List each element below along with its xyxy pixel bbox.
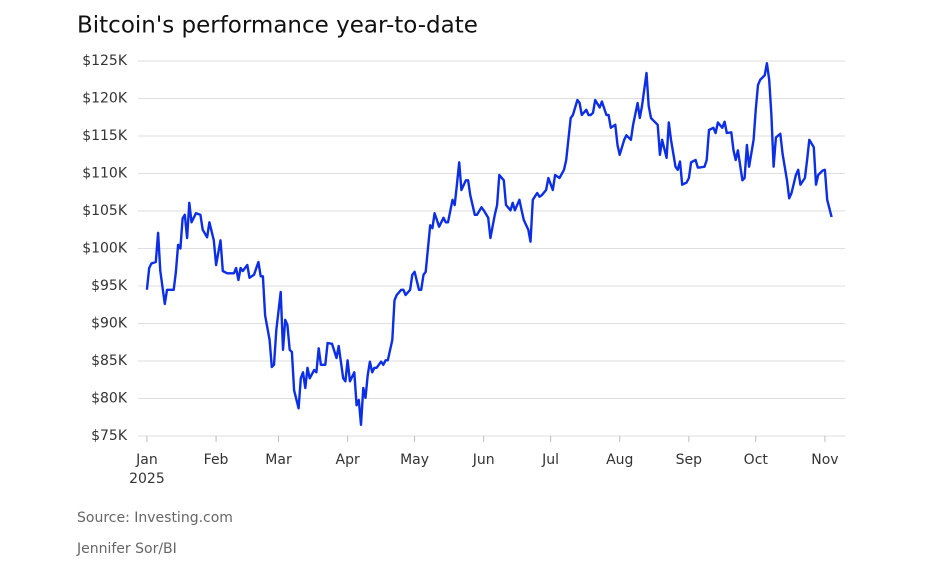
price-line (145, 62, 833, 426)
x-tick-label: Mar (265, 452, 292, 468)
x-tick-label: Sep (676, 452, 703, 468)
x-tick-label: May (400, 452, 429, 468)
chart-title: Bitcoin's performance year-to-date (77, 13, 478, 39)
y-tick-label: $100K (82, 241, 128, 257)
x-tick-label: Jan (135, 452, 158, 468)
source: Source: Investing.com (77, 510, 233, 526)
y-tick-label: $80K (91, 391, 128, 407)
y-tick-label: $120K (82, 91, 128, 107)
x-tick-label: Apr (336, 452, 360, 468)
x-tick-label: Oct (744, 452, 769, 468)
y-tick-label: $85K (91, 353, 128, 369)
x-tick-label: Feb (204, 452, 229, 468)
x-tick-label: Aug (606, 452, 633, 468)
y-tick-label: $90K (91, 316, 128, 332)
y-tick-label: $115K (82, 128, 128, 144)
y-tick-label: $95K (91, 278, 128, 294)
x-tick-label: Nov (811, 452, 838, 468)
y-tick-label: $75K (91, 428, 128, 444)
y-tick-label: $105K (82, 203, 128, 219)
credit: Jennifer Sor/BI (76, 541, 177, 557)
x-tick-label: Jul (541, 452, 559, 468)
y-tick-label: $125K (82, 53, 128, 69)
x-tick-label: Jun (472, 452, 495, 468)
y-tick-label: $110K (82, 166, 128, 182)
x-year-label: 2025 (129, 471, 165, 487)
